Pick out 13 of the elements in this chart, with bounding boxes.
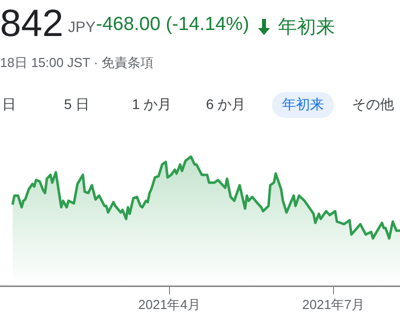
x-tick-label: 2021年4月 xyxy=(138,296,200,312)
text: 日 xyxy=(2,95,16,114)
text: その他 xyxy=(352,95,394,114)
x-tick-label: 2021年7月 xyxy=(302,296,364,312)
text: 年初来 xyxy=(272,92,334,118)
text: 6 か月 xyxy=(206,95,246,114)
chart-title: 842 xyxy=(0,2,64,46)
text: JPY xyxy=(68,19,96,36)
text: -468.00 (-14.14%) xyxy=(96,14,250,36)
text: 1 か月 xyxy=(132,95,172,114)
chart-subtitle: 18日 15:00 JST · 免責条項 xyxy=(0,54,154,72)
text: 年初来 xyxy=(278,16,335,40)
text: 5 日 xyxy=(64,95,90,114)
